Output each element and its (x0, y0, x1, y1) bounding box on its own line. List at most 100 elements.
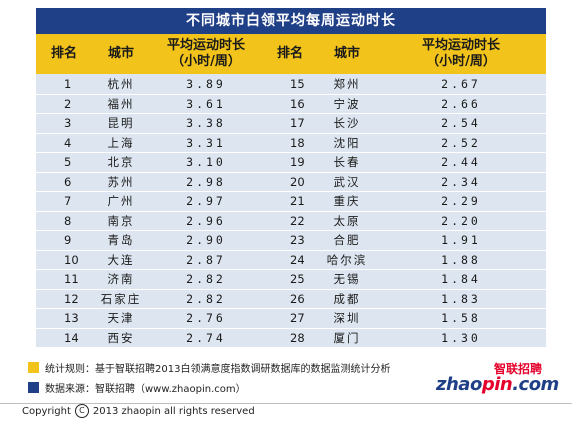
cell-city: 合肥 (333, 233, 361, 248)
copyright-line: Copyright C 2013 zhaopin all rights rese… (22, 402, 255, 420)
cell-rank: 9 (64, 233, 72, 248)
cell-city: 深圳 (333, 311, 361, 326)
cell-rank: 22 (290, 213, 305, 228)
cell-city: 昆明 (107, 116, 135, 131)
cell-city: 青岛 (107, 233, 135, 248)
cell-hours: 3.10 (186, 155, 226, 170)
cell-rank: 16 (290, 96, 305, 111)
cell-rank: 3 (64, 116, 72, 131)
cell-city: 哈尔滨 (326, 252, 368, 267)
copyright-text: 2013 zhaopin all rights reserved (92, 405, 255, 417)
cell-city: 宁波 (333, 96, 361, 111)
cell-city: 沈阳 (333, 135, 361, 150)
table-row: 12 石家庄 2.82 26 成都 1.83 (36, 288, 546, 309)
header-hours-line2: （小时/周） (426, 54, 496, 69)
cell-city: 郑州 (333, 76, 361, 91)
table-row: 6 苏州 2.98 20 武汉 2.34 (36, 171, 546, 192)
cell-hours: 2.34 (441, 174, 481, 189)
header-city-left: 城市 (107, 46, 134, 61)
header-city-right: 城市 (333, 46, 360, 61)
header-hours-line1: 平均运动时长 (421, 38, 500, 53)
header-rank-right: 排名 (276, 46, 303, 61)
cell-rank: 18 (290, 135, 305, 150)
yellow-square-icon (28, 361, 39, 373)
cell-city: 天津 (107, 311, 135, 326)
cell-city: 西安 (107, 330, 135, 345)
header-rank-left: 排名 (50, 46, 77, 61)
cell-city: 南京 (107, 213, 135, 228)
table-row: 5 北京 3.10 19 长春 2.44 (36, 152, 546, 172)
cell-rank: 25 (290, 272, 305, 287)
cell-rank: 28 (290, 330, 305, 345)
header-hours-line2: （小时/周） (171, 54, 241, 69)
cell-city: 杭州 (107, 76, 135, 91)
cell-city: 太原 (333, 213, 361, 228)
cell-rank: 27 (290, 311, 305, 326)
table-title: 不同城市白领平均每周运动时长 (36, 8, 546, 34)
cell-hours: 2.96 (186, 213, 226, 228)
header-hours-line1: 平均运动时长 (166, 38, 245, 53)
cell-hours: 2.74 (186, 330, 226, 345)
cell-city: 成都 (333, 291, 361, 306)
cell-city: 重庆 (333, 194, 361, 209)
ranking-table: 不同城市白领平均每周运动时长 排名 城市 平均运动时长 （小时/周） 排名 城市… (36, 8, 546, 347)
cell-hours: 2.98 (186, 174, 226, 189)
cell-hours: 1.88 (441, 252, 481, 267)
cell-rank: 14 (64, 330, 79, 345)
note-method: 统计规则：基于智联招聘2013白领满意度指数调研数据库的数据监测统计分析 (28, 357, 390, 377)
table-row: 10 大连 2.87 24 哈尔滨 1.88 (36, 249, 546, 270)
logo-en: zhaopin.com (436, 374, 559, 395)
cell-city: 厦门 (333, 330, 361, 345)
blue-square-icon (28, 381, 39, 393)
note-source-text: 数据来源：智联招聘（www.zhaopin.com） (45, 383, 246, 395)
table-row: 3 昆明 3.38 17 长沙 2.54 (36, 113, 546, 133)
cell-rank: 6 (64, 174, 72, 189)
note-source: 数据来源：智联招聘（www.zhaopin.com） (28, 377, 390, 397)
cell-city: 福州 (107, 96, 135, 111)
cell-hours: 2.97 (186, 194, 226, 209)
table-row: 7 广州 2.97 21 重庆 2.29 (36, 191, 546, 211)
cell-city: 武汉 (333, 174, 361, 189)
cell-city: 长沙 (333, 116, 361, 131)
logo-cn: 智联招聘 (493, 362, 542, 376)
cell-hours: 1.30 (441, 330, 481, 345)
cell-city: 大连 (107, 252, 135, 267)
cell-hours: 3.31 (186, 135, 226, 150)
table-row: 9 青岛 2.90 23 合肥 1.91 (36, 230, 546, 250)
cell-city: 济南 (107, 272, 135, 287)
cell-city: 苏州 (107, 174, 135, 189)
cell-hours: 2.82 (186, 272, 226, 287)
cell-rank: 13 (64, 311, 79, 326)
cell-hours: 2.82 (186, 291, 226, 306)
cell-rank: 8 (64, 213, 72, 228)
cell-rank: 12 (64, 291, 79, 306)
table-row: 4 上海 3.31 18 沈阳 2.52 (36, 132, 546, 153)
cell-city: 石家庄 (100, 291, 142, 306)
cell-hours: 2.54 (441, 116, 481, 131)
table-row: 1 杭州 3.89 15 郑州 2.67 (36, 74, 546, 94)
cell-rank: 26 (290, 291, 305, 306)
table-row: 8 南京 2.96 22 太原 2.20 (36, 210, 546, 231)
cell-hours: 2.20 (441, 213, 481, 228)
table-row: 13 天津 2.76 27 深圳 1.58 (36, 308, 546, 328)
footnotes: 统计规则：基于智联招聘2013白领满意度指数调研数据库的数据监测统计分析 数据来… (28, 357, 390, 397)
cell-rank: 11 (64, 272, 79, 287)
table-row: 2 福州 3.61 16 宁波 2.66 (36, 93, 546, 114)
cell-hours: 3.38 (186, 116, 226, 131)
cell-rank: 21 (290, 194, 305, 209)
cell-rank: 19 (290, 155, 305, 170)
cell-hours: 3.89 (186, 76, 226, 91)
cell-rank: 24 (290, 252, 305, 267)
zhaopin-logo: 智联招聘 zhaopin.com (436, 360, 559, 398)
copyright-icon: C (74, 404, 89, 418)
copyright-prefix: Copyright (22, 405, 71, 417)
cell-rank: 15 (290, 76, 305, 91)
cell-rank: 4 (64, 135, 72, 150)
cell-hours: 1.58 (441, 311, 481, 326)
cell-hours: 1.91 (441, 233, 481, 248)
cell-hours: 2.29 (441, 194, 481, 209)
cell-rank: 2 (64, 96, 72, 111)
cell-rank: 23 (290, 233, 305, 248)
cell-rank: 10 (64, 252, 79, 267)
cell-hours: 2.76 (186, 311, 226, 326)
